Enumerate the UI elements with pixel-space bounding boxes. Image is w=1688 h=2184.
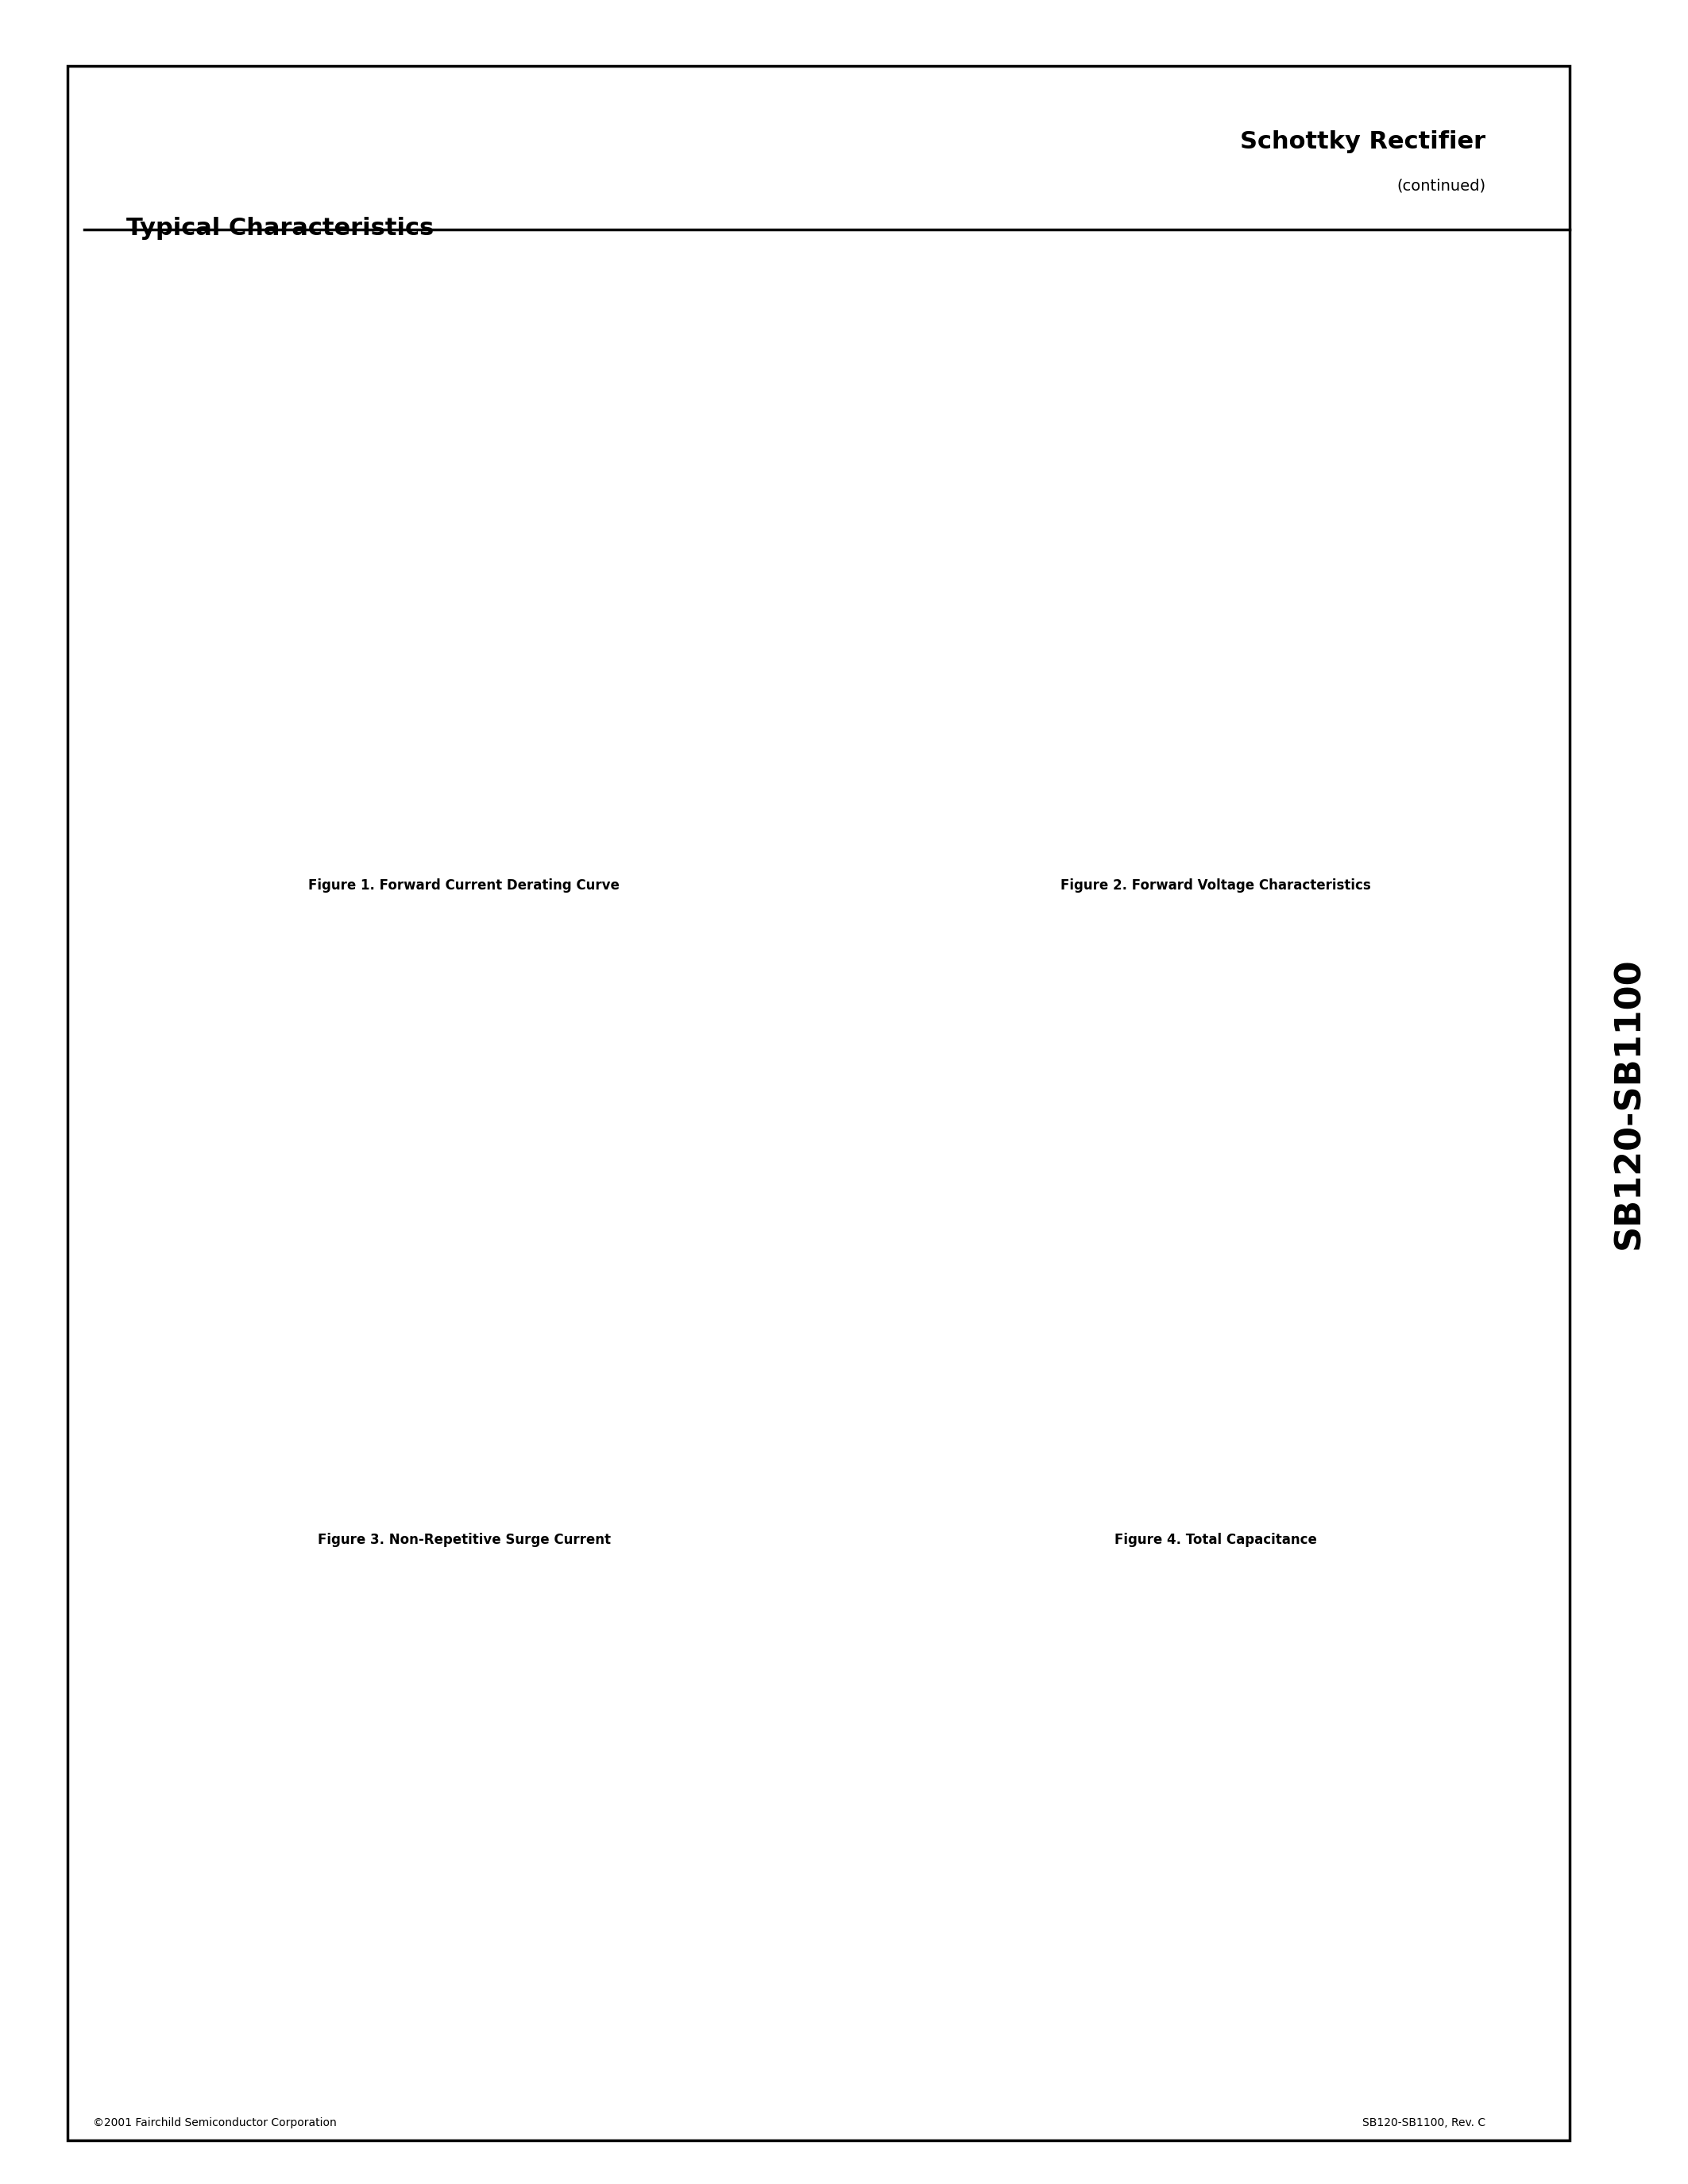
Text: SB120: SB120 (1014, 419, 1079, 515)
Text: SB1100: SB1100 (1123, 476, 1224, 553)
X-axis label: Number of Cycles at 60Hz: Number of Cycles at 60Hz (388, 1538, 549, 1548)
Text: Figure 1. Forward Current Derating Curve: Figure 1. Forward Current Derating Curve (309, 878, 619, 893)
Y-axis label: Total Capacitance, C$_T$ [pF]: Total Capacitance, C$_T$ [pF] (878, 1164, 893, 1326)
X-axis label: Lead Temperature [ºC]: Lead Temperature [ºC] (398, 882, 540, 893)
Text: (continued): (continued) (1396, 179, 1485, 192)
Text: Schottky Rectifier: Schottky Rectifier (1241, 131, 1485, 153)
Text: Figure 3. Non-Repetitive Surge Current: Figure 3. Non-Repetitive Surge Current (317, 1533, 611, 1548)
Text: Figure 4. Total Capacitance: Figure 4. Total Capacitance (1114, 1533, 1317, 1548)
Text: ©2001 Fairchild Semiconductor Corporation: ©2001 Fairchild Semiconductor Corporatio… (93, 2116, 336, 2129)
Text: T$_J$ = 25ºC: T$_J$ = 25ºC (1300, 1251, 1349, 1265)
Text: T$_J$ = 25ºC
Pulse Width = 300μS
1% Duty Cycle: T$_J$ = 25ºC Pulse Width = 300μS 1% Duty… (1369, 778, 1457, 808)
Text: SB150-SB160: SB150-SB160 (1163, 618, 1269, 627)
Y-axis label: Average Rectified Forward Current, I$_F$ [A]: Average Rectified Forward Current, I$_F$… (125, 474, 138, 705)
Text: SINGLE PHASE
HALF WAVE
60Hz
RESISTIVE OR
INDUCTIVE LOAD
.375" 9.5mm
LEAD LENGTHS: SINGLE PHASE HALF WAVE 60Hz RESISTIVE OR… (284, 542, 363, 616)
Text: Typical Characteristics: Typical Characteristics (127, 216, 434, 240)
X-axis label: Reverse Voltage, V$_R$ [V]: Reverse Voltage, V$_R$ [V] (1146, 1538, 1293, 1551)
Y-axis label: Forward Current, I$_F$ [A]: Forward Current, I$_F$ [A] (883, 518, 896, 662)
Text: SB120-SB1100, Rev. C: SB120-SB1100, Rev. C (1362, 2116, 1485, 2129)
X-axis label: Forward Voltage, V$_F$ [V]: Forward Voltage, V$_F$ [V] (1146, 882, 1293, 895)
Text: Figure 2. Forward Voltage Characteristics: Figure 2. Forward Voltage Characteristic… (1060, 878, 1371, 893)
Text: SB120-SB1100: SB120-SB1100 (1612, 957, 1646, 1249)
Y-axis label: Peak Forward Surge Current, I$_{FSM}$ [A]: Peak Forward Surge Current, I$_{FSM}$ [A… (135, 1142, 149, 1348)
